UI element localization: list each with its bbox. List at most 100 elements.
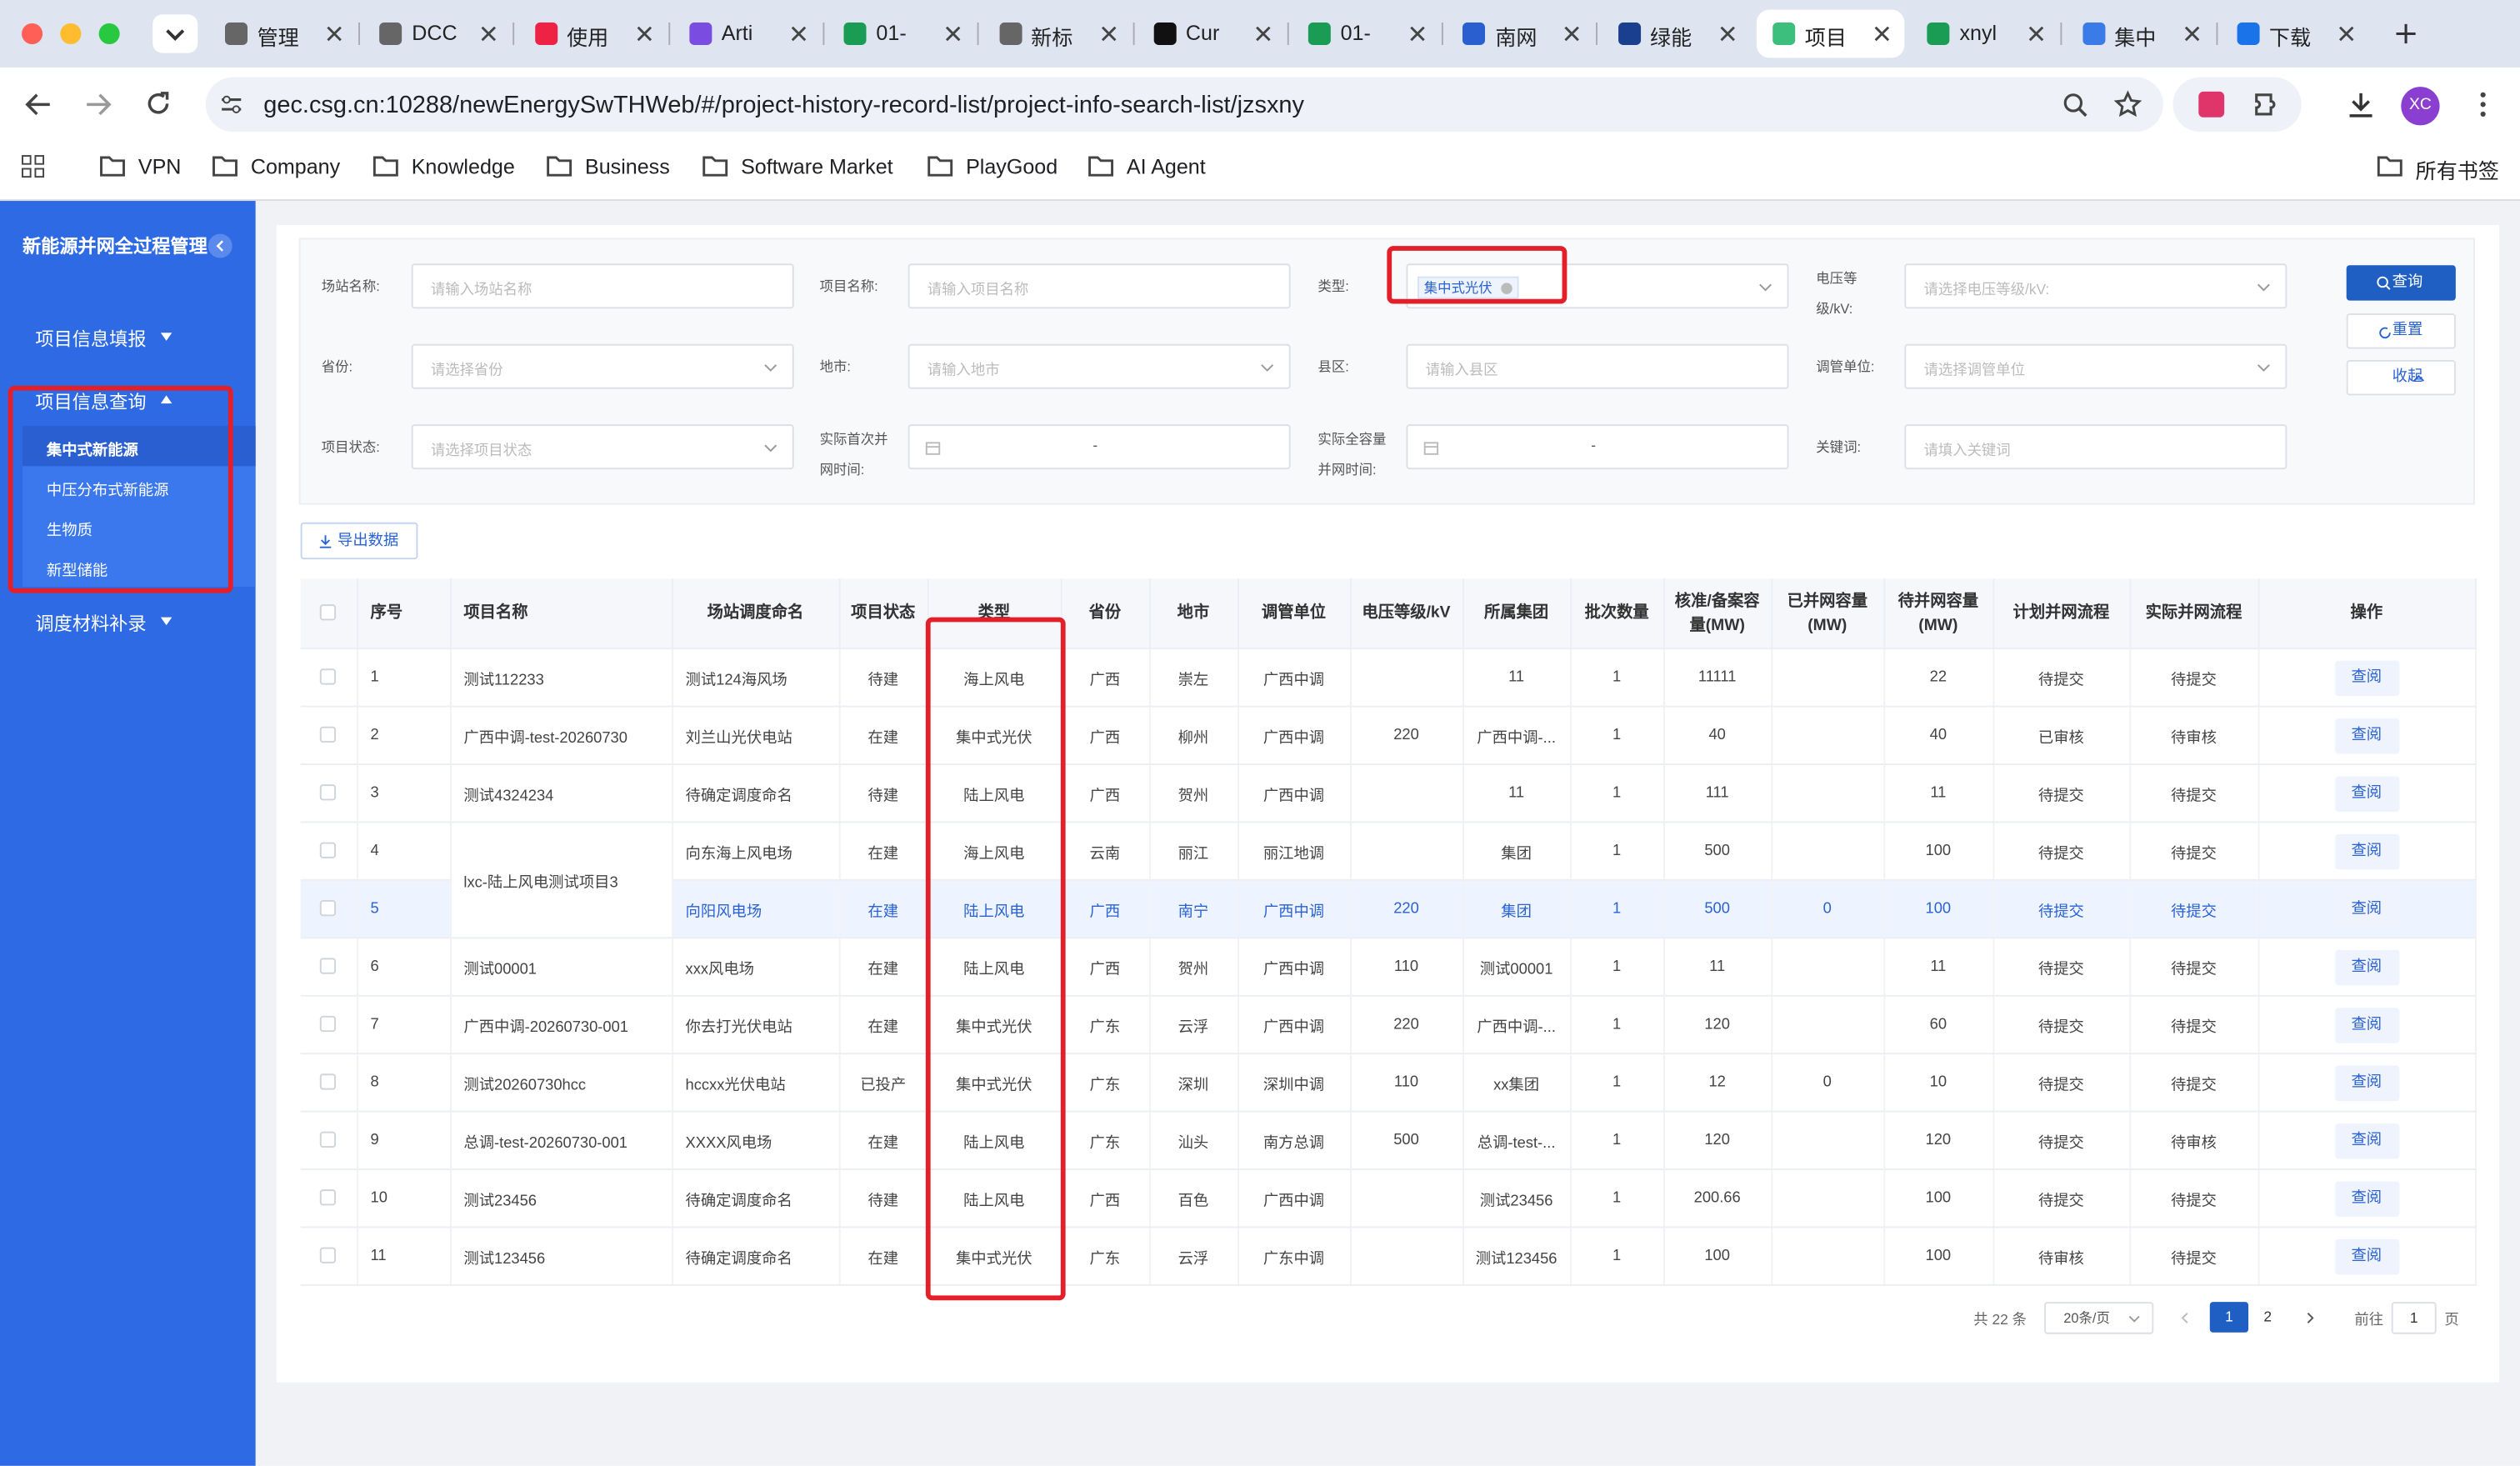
extension-area[interactable]: [2172, 77, 2302, 133]
reset-button[interactable]: 重置: [2346, 313, 2456, 349]
filter-input[interactable]: 请填入关键词: [1904, 424, 2288, 470]
browser-tab[interactable]: 管理: [209, 10, 360, 58]
window-control[interactable]: [98, 23, 121, 45]
view-button[interactable]: 查阅: [2334, 1238, 2399, 1274]
browser-tab[interactable]: 新标: [982, 10, 1134, 58]
collapse-button[interactable]: 收起: [2346, 359, 2456, 396]
all-bookmarks[interactable]: 所有书签: [2415, 158, 2499, 183]
submenu-item[interactable]: 生物质: [46, 522, 92, 540]
browser-tab[interactable]: 项目: [1756, 9, 1905, 58]
filter-date-range[interactable]: -: [908, 424, 1291, 470]
tab-close[interactable]: [1255, 26, 1271, 42]
search-button[interactable]: 查询: [2346, 265, 2456, 301]
checkbox[interactable]: [320, 900, 337, 918]
filter-input[interactable]: 请选择省份: [411, 343, 794, 389]
menu-item[interactable]: 调度材料补录: [35, 615, 147, 635]
view-button[interactable]: 查阅: [2334, 1180, 2399, 1216]
tab-close[interactable]: [1101, 26, 1116, 42]
apps-icon[interactable]: [22, 155, 45, 178]
zoom-icon[interactable]: [2063, 93, 2088, 118]
browser-tab[interactable]: 集中: [2066, 10, 2218, 58]
browser-tab[interactable]: 01-: [1292, 10, 1444, 58]
checkbox[interactable]: [320, 1190, 337, 1207]
view-button[interactable]: 查阅: [2334, 891, 2399, 927]
view-button[interactable]: 查阅: [2334, 1064, 2399, 1101]
checkbox[interactable]: [320, 1248, 337, 1264]
tab-close[interactable]: [946, 26, 961, 42]
tab-close[interactable]: [327, 26, 342, 42]
window-control[interactable]: [21, 23, 43, 45]
checkbox[interactable]: [320, 727, 337, 743]
site-info[interactable]: [220, 93, 242, 116]
view-button[interactable]: 查阅: [2334, 1123, 2399, 1158]
new-tab[interactable]: [2396, 23, 2416, 44]
browser-tab[interactable]: 01-: [828, 10, 979, 58]
tab-close[interactable]: [636, 26, 652, 42]
tag-close[interactable]: [1500, 283, 1512, 294]
download-icon[interactable]: [2348, 92, 2374, 118]
browser-tab[interactable]: Cur: [1138, 10, 1289, 58]
tab-close[interactable]: [482, 26, 497, 42]
filter-input[interactable]: 请输入项目名称: [908, 263, 1291, 309]
browser-tab[interactable]: 南网: [1447, 10, 1598, 58]
prev-page[interactable]: [2181, 1312, 2188, 1323]
next-page[interactable]: [2307, 1312, 2314, 1323]
view-button[interactable]: 查阅: [2334, 718, 2399, 753]
browser-tab[interactable]: 绿能: [1602, 10, 1749, 58]
browser-tab[interactable]: DCC: [363, 10, 515, 58]
reload-button[interactable]: [146, 92, 170, 116]
tab-close[interactable]: [2338, 26, 2354, 42]
sidebar-collapse[interactable]: [208, 233, 233, 259]
browser-tab[interactable]: 使用: [518, 10, 670, 58]
address-bar[interactable]: [205, 77, 2163, 133]
checkbox[interactable]: [320, 1074, 337, 1091]
checkbox[interactable]: [320, 1132, 337, 1148]
page-size-select[interactable]: 20条/页: [2044, 1302, 2154, 1334]
tab-close[interactable]: [791, 26, 807, 42]
filter-date-range[interactable]: -: [1406, 424, 1789, 470]
browser-tab[interactable]: 下载: [2221, 10, 2368, 58]
checkbox[interactable]: [320, 958, 337, 975]
goto-input[interactable]: 1: [2391, 1302, 2437, 1334]
view-button[interactable]: 查阅: [2334, 833, 2399, 869]
forward-button[interactable]: [85, 93, 112, 116]
submenu-item[interactable]: 新型储能: [46, 562, 108, 581]
tab-close[interactable]: [1719, 26, 1735, 42]
filter-input[interactable]: 请选择项目状态: [411, 424, 794, 470]
tab-close[interactable]: [1410, 26, 1425, 42]
back-button[interactable]: [25, 93, 52, 116]
submenu-item[interactable]: 中压分布式新能源: [46, 482, 169, 500]
tab-close[interactable]: [1565, 26, 1580, 42]
export-button[interactable]: 导出数据: [300, 522, 418, 560]
view-button[interactable]: 查阅: [2334, 948, 2399, 985]
filter-input[interactable]: 请输入场站名称: [411, 263, 794, 309]
bookmark-star[interactable]: [2113, 90, 2142, 118]
checkbox[interactable]: [320, 669, 337, 686]
checkbox[interactable]: [320, 1016, 337, 1033]
checkbox[interactable]: [320, 843, 337, 859]
filter-input[interactable]: 请输入县区: [1406, 343, 1789, 389]
view-button[interactable]: 查阅: [2334, 775, 2399, 811]
avatar[interactable]: XC: [2401, 87, 2440, 126]
checkbox[interactable]: [320, 604, 337, 622]
menu-item[interactable]: 项目信息填报: [35, 331, 147, 351]
tab-close[interactable]: [2184, 26, 2199, 42]
url[interactable]: gec.csg.cn:10288/newEnergySwTHWeb/#/proj…: [263, 91, 1304, 119]
filter-input[interactable]: 请选择调管单位: [1904, 343, 2288, 389]
menu-icon[interactable]: [2480, 92, 2487, 118]
window-control[interactable]: [59, 23, 82, 45]
page-button[interactable]: 1: [2209, 1302, 2249, 1333]
view-button[interactable]: 查阅: [2334, 659, 2399, 696]
filter-input[interactable]: 请选择电压等级/kV:: [1904, 263, 2288, 309]
view-button[interactable]: 查阅: [2334, 1007, 2399, 1043]
filter-input[interactable]: 请输入地市: [908, 343, 1291, 389]
checkbox[interactable]: [320, 785, 337, 802]
browser-tab[interactable]: Arti: [673, 10, 825, 58]
tab-close[interactable]: [1874, 26, 1890, 42]
page-button[interactable]: 2: [2263, 1308, 2272, 1325]
submenu-item[interactable]: 集中式新能源: [46, 442, 138, 460]
tab-close[interactable]: [2029, 26, 2044, 42]
browser-tab[interactable]: xnyl: [1912, 10, 2062, 58]
menu-item[interactable]: 项目信息查询: [35, 393, 147, 413]
tab-list-button[interactable]: [152, 14, 198, 53]
